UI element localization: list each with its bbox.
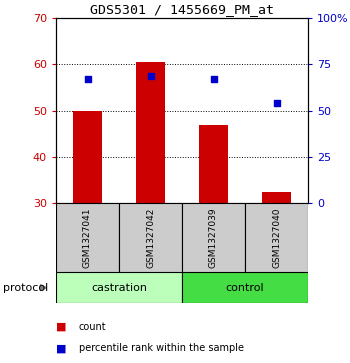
- Text: ■: ■: [56, 322, 66, 332]
- Text: control: control: [226, 283, 264, 293]
- Bar: [136, 62, 164, 203]
- Point: [274, 101, 279, 106]
- Text: GSM1327042: GSM1327042: [146, 208, 155, 268]
- Bar: [56, 272, 182, 303]
- Bar: [56, 203, 119, 272]
- Bar: [74, 111, 102, 203]
- Text: ■: ■: [56, 343, 66, 354]
- Bar: [199, 125, 228, 203]
- Text: GSM1327040: GSM1327040: [272, 208, 281, 268]
- Text: GSM1327041: GSM1327041: [83, 208, 92, 268]
- Bar: [119, 203, 182, 272]
- Point: [85, 76, 90, 82]
- Bar: [245, 203, 308, 272]
- Text: count: count: [79, 322, 106, 332]
- Bar: [182, 272, 308, 303]
- Title: GDS5301 / 1455669_PM_at: GDS5301 / 1455669_PM_at: [90, 3, 274, 16]
- Text: protocol: protocol: [4, 283, 49, 293]
- Bar: [182, 203, 245, 272]
- Text: GSM1327039: GSM1327039: [209, 207, 218, 268]
- Point: [148, 74, 153, 79]
- Text: castration: castration: [91, 283, 147, 293]
- Bar: [262, 192, 290, 203]
- Point: [211, 76, 216, 82]
- Text: percentile rank within the sample: percentile rank within the sample: [79, 343, 244, 354]
